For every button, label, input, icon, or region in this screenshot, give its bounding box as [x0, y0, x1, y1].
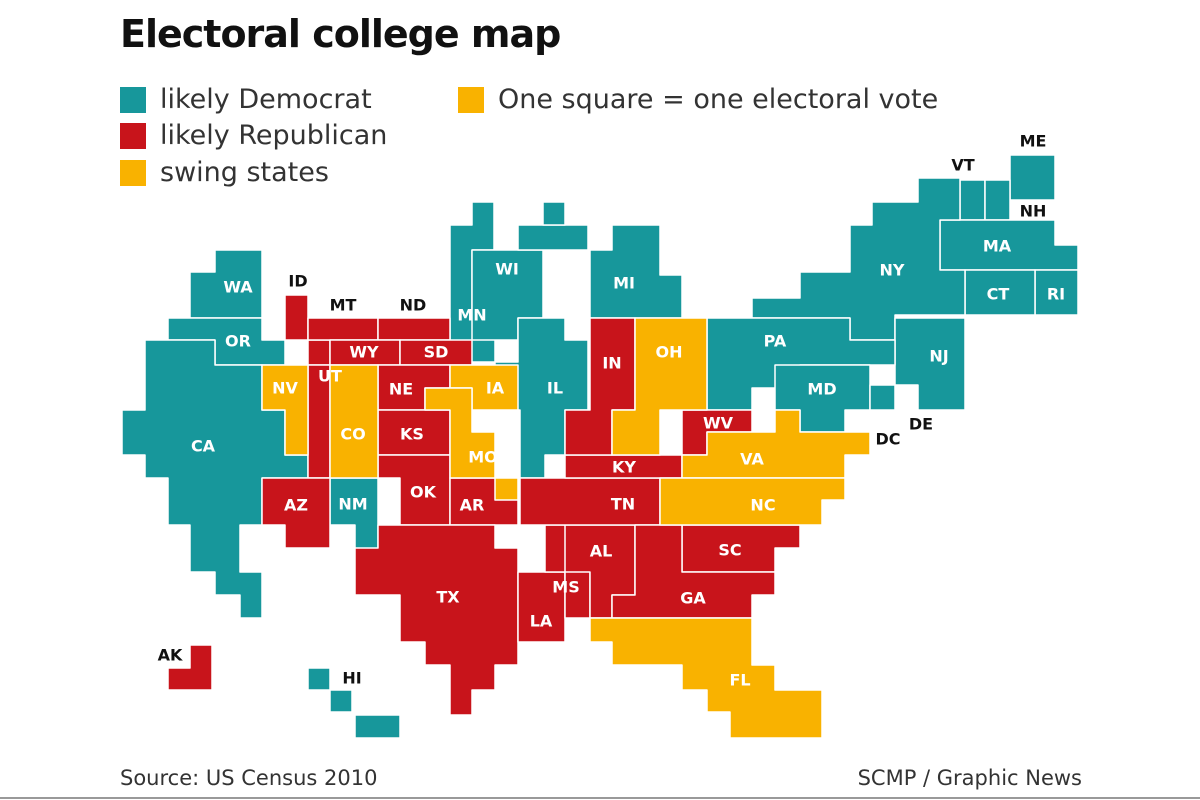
- label-AK: AK: [158, 646, 183, 665]
- label-DC: DC: [875, 430, 900, 449]
- source-note: Source: US Census 2010: [120, 766, 378, 790]
- label-CA: CA: [191, 437, 216, 456]
- state-GA: [611, 524, 776, 619]
- legend-republican: likely Republican: [120, 120, 387, 151]
- label-GA: GA: [680, 589, 706, 608]
- legend-republican-label: likely Republican: [160, 120, 388, 151]
- label-OH: OH: [656, 343, 683, 362]
- state-ME: [1009, 154, 1056, 201]
- state-FL: [589, 617, 823, 739]
- label-OR: OR: [225, 332, 251, 351]
- square-swatch: [458, 86, 484, 113]
- state-HI: [307, 667, 401, 739]
- legend-swing-label: swing states: [160, 157, 329, 188]
- label-AL: AL: [590, 542, 613, 561]
- state-MI: [589, 224, 683, 319]
- label-NM: NM: [338, 495, 367, 514]
- legend-square-note-label: One square = one electoral vote: [498, 84, 939, 115]
- state-OH: [611, 317, 708, 456]
- label-IL: IL: [547, 379, 563, 398]
- label-PA: PA: [764, 332, 787, 351]
- label-MT: MT: [330, 296, 357, 315]
- label-VA: VA: [740, 450, 764, 469]
- label-HI: HI: [342, 669, 361, 688]
- label-AZ: AZ: [284, 496, 308, 515]
- label-AR: AR: [460, 496, 485, 515]
- label-MO: MO: [468, 448, 498, 467]
- label-CO: CO: [340, 425, 365, 444]
- state-NM: [329, 477, 379, 551]
- label-NH: NH: [1020, 202, 1047, 221]
- label-MD: MD: [807, 380, 836, 399]
- label-MI: MI: [613, 274, 635, 293]
- legend-square-note: One square = one electoral vote: [458, 84, 938, 115]
- state-AK: [167, 644, 213, 691]
- state-NH: [984, 179, 1011, 221]
- label-RI: RI: [1047, 285, 1065, 304]
- label-KY: KY: [612, 458, 636, 477]
- label-NE: NE: [389, 380, 413, 399]
- map-title: Electoral college map: [120, 12, 561, 56]
- republican-swatch: [120, 122, 146, 149]
- bottom-rule: [0, 797, 1200, 799]
- state-VA: [681, 409, 871, 479]
- label-TN: TN: [611, 495, 635, 514]
- label-SC: SC: [718, 541, 741, 560]
- state-MO: [424, 387, 519, 501]
- state-WI-tab2: [542, 201, 566, 226]
- label-VT: VT: [951, 156, 974, 175]
- label-FL: FL: [729, 671, 750, 690]
- label-DE: DE: [909, 415, 933, 434]
- state-DE: [869, 384, 896, 411]
- state-ND: [377, 317, 451, 341]
- label-UT: UT: [318, 367, 342, 386]
- label-WV: WV: [703, 414, 734, 433]
- label-SD: SD: [424, 343, 449, 362]
- label-ID: ID: [288, 272, 307, 291]
- label-NJ: NJ: [929, 347, 948, 366]
- label-NY: NY: [880, 261, 905, 280]
- label-ME: ME: [1020, 132, 1047, 151]
- democrat-swatch: [120, 86, 146, 113]
- legend-democrat-label: likely Democrat: [160, 84, 372, 115]
- state-NY: [751, 177, 966, 341]
- state-TX: [354, 524, 519, 716]
- label-NC: NC: [750, 496, 775, 515]
- state-NC: [659, 477, 846, 526]
- label-KS: KS: [400, 425, 424, 444]
- swing-swatch: [120, 159, 146, 186]
- state-TN: [519, 477, 661, 526]
- legend-swing: swing states: [120, 157, 329, 188]
- label-LA: LA: [530, 612, 553, 631]
- label-NV: NV: [272, 379, 298, 398]
- label-WI: WI: [495, 260, 519, 279]
- label-ND: ND: [400, 296, 427, 315]
- credit-note: SCMP / Graphic News: [857, 766, 1082, 790]
- label-WY: WY: [349, 343, 379, 362]
- state-WI-tab: [517, 224, 589, 251]
- label-TX: TX: [436, 588, 460, 607]
- state-NV: [261, 364, 309, 456]
- label-MN: MN: [457, 306, 486, 325]
- state-CO: [329, 364, 379, 479]
- label-IN: IN: [602, 354, 621, 373]
- label-IA: IA: [486, 379, 505, 398]
- label-OK: OK: [410, 483, 437, 502]
- state-VT: [959, 179, 986, 221]
- legend-democrat: likely Democrat: [120, 84, 372, 115]
- state-MT: [307, 317, 379, 341]
- label-WA: WA: [223, 278, 253, 297]
- label-MA: MA: [983, 237, 1012, 256]
- label-MS: MS: [552, 578, 579, 597]
- label-CT: CT: [987, 285, 1010, 304]
